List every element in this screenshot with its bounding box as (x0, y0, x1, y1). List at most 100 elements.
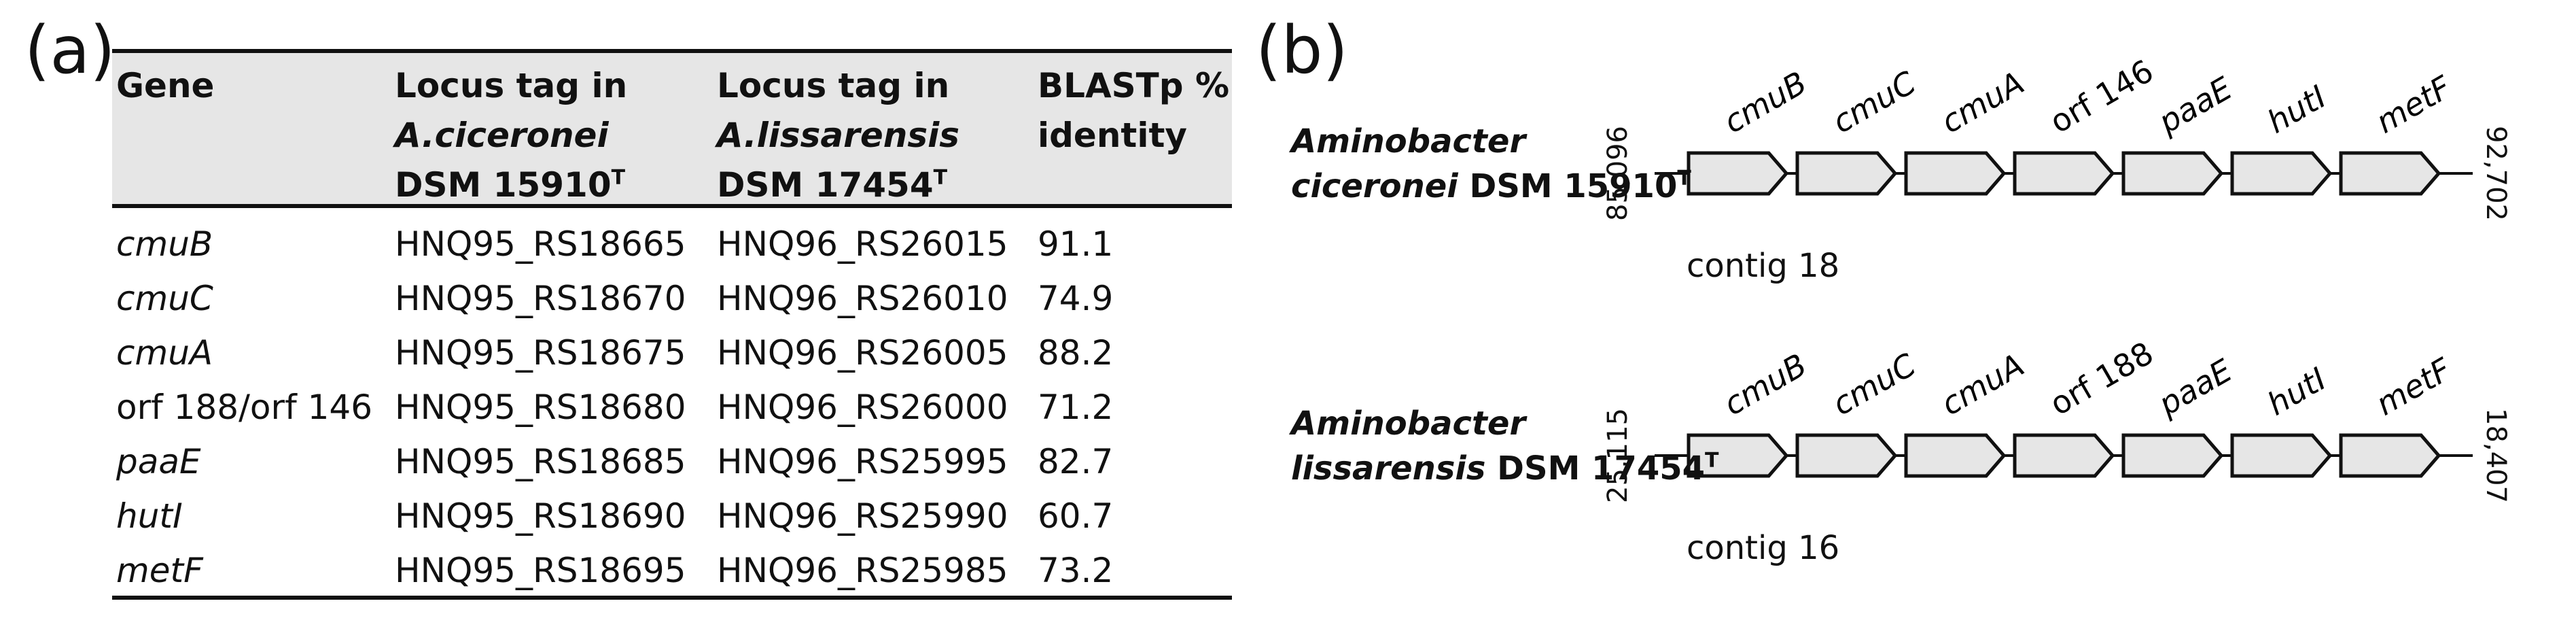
gene-label: orf 146 (2044, 52, 2159, 141)
cell-gene: cmuC (116, 279, 213, 318)
cell-blastp-identity: 73.2 (1038, 551, 1114, 590)
gene-arrow (1687, 433, 1789, 478)
table-row: cmuA HNQ95_RS18675 HNQ96_RS26005 88.2 (112, 324, 1232, 378)
header-blast-line2: identity (1038, 116, 1187, 155)
header-locus-ciceronei-line3: DSM 15910T (395, 160, 639, 210)
header-locus-lissarensis-line2: A.lissarensis (717, 111, 982, 160)
gene-label: hutI (2261, 360, 2333, 423)
cell-gene: metF (116, 551, 203, 590)
cell-locus-ciceronei: HNQ95_RS18690 (395, 496, 686, 536)
organism-strain: DSM 15910 (1469, 167, 1678, 205)
header-blast-line1: BLASTp % (1038, 66, 1230, 105)
gene-arrow (1795, 151, 1898, 196)
table-bottom-rule (112, 596, 1232, 600)
cell-blastp-identity: 82.7 (1038, 442, 1114, 481)
cell-blastp-identity: 88.2 (1038, 333, 1114, 373)
cell-locus-ciceronei: HNQ95_RS18695 (395, 551, 686, 590)
gene-label: metF (2370, 69, 2458, 141)
gene-arrow (2339, 151, 2441, 196)
cell-locus-ciceronei: HNQ95_RS18670 (395, 279, 686, 318)
cell-gene: cmuB (116, 224, 213, 264)
contig-label: contig 16 (1687, 529, 1840, 567)
cell-blastp-identity: 91.1 (1038, 224, 1114, 264)
cell-locus-lissarensis: HNQ96_RS26000 (717, 388, 1008, 427)
header-gene-text: Gene (116, 66, 215, 105)
cell-blastp-identity: 60.7 (1038, 496, 1114, 536)
gene-label: metF (2370, 351, 2458, 423)
header-locus-ciceronei-line2: A.ciceronei (395, 111, 639, 160)
contig-label: contig 18 (1687, 247, 1840, 285)
header-locus-lissarensis-line3: DSM 17454T (717, 160, 982, 210)
panel-b-label: (b) (1256, 12, 1348, 88)
table-body: cmuB HNQ95_RS18665 HNQ96_RS26015 91.1 cmuC HN… (112, 208, 1232, 596)
gene-cluster-diagram: cmuB cmuC cmuA orf 146 paaE hutI metF cmuB cmuC c… (1277, 0, 2569, 631)
gene-arrow (1795, 433, 1898, 478)
cell-gene: orf 188/orf 146 (116, 388, 373, 427)
gene-locus-table: Gene Locus tag in A.ciceronei DSM 15910T… (112, 49, 1232, 600)
cell-locus-lissarensis: HNQ96_RS26015 (717, 224, 1008, 264)
gene-label: cmuC (1827, 346, 1922, 422)
organism-strain: DSM 17454 (1497, 449, 1706, 488)
cell-blastp-identity: 71.2 (1038, 388, 1114, 427)
table-row: cmuB HNQ95_RS18665 HNQ96_RS26015 91.1 (112, 215, 1232, 269)
cell-locus-ciceronei: HNQ95_RS18675 (395, 333, 686, 373)
header-genus-a: A. (395, 116, 435, 155)
cell-gene: cmuA (116, 333, 213, 373)
cell-locus-ciceronei: HNQ95_RS18680 (395, 388, 686, 427)
panel-a-label: (a) (24, 12, 116, 88)
header-genus-b: A. (717, 116, 757, 155)
header-species-a: ciceronei (434, 116, 609, 155)
header-locus-lissarensis-line1: Locus tag in (717, 66, 950, 105)
cell-locus-ciceronei: HNQ95_RS18685 (395, 442, 686, 481)
gene-label: orf 188 (2044, 335, 2159, 423)
end-coordinate: 92,702 (2480, 126, 2511, 221)
gene-label: cmuC (1827, 64, 1922, 140)
cell-locus-lissarensis: HNQ96_RS25990 (717, 496, 1008, 536)
table-row: orf 188/orf 146 HNQ95_RS18680 HNQ96_RS2600… (112, 378, 1232, 432)
gene-arrow (1904, 151, 2007, 196)
start-coordinate: 25,115 (1602, 408, 1634, 503)
header-strain-b: DSM 17454 (717, 165, 934, 205)
header-type-mark-b: T (933, 166, 948, 190)
organism-name: Aminobacter lissarensis DSM 17454T (1291, 401, 1719, 491)
gene-label: paaE (2152, 69, 2238, 141)
gene-arrow (2230, 433, 2333, 478)
organism-species: lissarensis (1291, 449, 1486, 488)
header-locus-ciceronei: Locus tag in A.ciceronei DSM 15910T (395, 61, 639, 210)
end-coordinate: 18,407 (2480, 408, 2511, 503)
gene-arrow (1687, 151, 1789, 196)
gene-arrow (2121, 151, 2224, 196)
cell-gene: hutI (116, 496, 183, 536)
cell-blastp-identity: 74.9 (1038, 279, 1114, 318)
organism-type-mark: T (1705, 449, 1719, 473)
gene-label: cmuA (1935, 346, 2030, 422)
table-row: hutI HNQ95_RS18690 HNQ96_RS25990 60.7 (112, 487, 1232, 541)
gene-arrow (1904, 433, 2007, 478)
cell-locus-lissarensis: HNQ96_RS25985 (717, 551, 1008, 590)
gene-label: paaE (2152, 352, 2238, 423)
header-blastp-identity: BLASTp % identity (1038, 61, 1229, 160)
gene-label: cmuB (1718, 346, 1813, 422)
cell-locus-lissarensis: HNQ96_RS26010 (717, 279, 1008, 318)
header-gene: Gene (116, 61, 214, 111)
gene-arrow (2121, 433, 2224, 478)
gene-arrow (2339, 433, 2441, 478)
gene-arrow (2230, 151, 2333, 196)
table-header: Gene Locus tag in A.ciceronei DSM 15910T… (112, 53, 1232, 205)
gene-arrow (2013, 433, 2115, 478)
start-coordinate: 85,096 (1602, 126, 1634, 221)
cell-locus-lissarensis: HNQ96_RS26005 (717, 333, 1008, 373)
table-row: paaE HNQ95_RS18685 HNQ96_RS25995 82.7 (112, 432, 1232, 487)
header-strain-a: DSM 15910 (395, 165, 612, 205)
cell-gene: paaE (116, 442, 201, 481)
header-locus-ciceronei-line1: Locus tag in (395, 66, 628, 105)
organism-type-mark: T (1677, 167, 1691, 190)
header-species-b: lissarensis (756, 116, 959, 155)
header-locus-lissarensis: Locus tag in A.lissarensis DSM 17454T (717, 61, 982, 210)
organism-name: Aminobacter ciceronei DSM 15910T (1291, 119, 1691, 209)
cell-locus-lissarensis: HNQ96_RS25995 (717, 442, 1008, 481)
gene-label: hutI (2261, 78, 2333, 141)
organism-species: ciceronei (1291, 167, 1458, 205)
table-row: cmuC HNQ95_RS18670 HNQ96_RS26010 74.9 (112, 269, 1232, 324)
